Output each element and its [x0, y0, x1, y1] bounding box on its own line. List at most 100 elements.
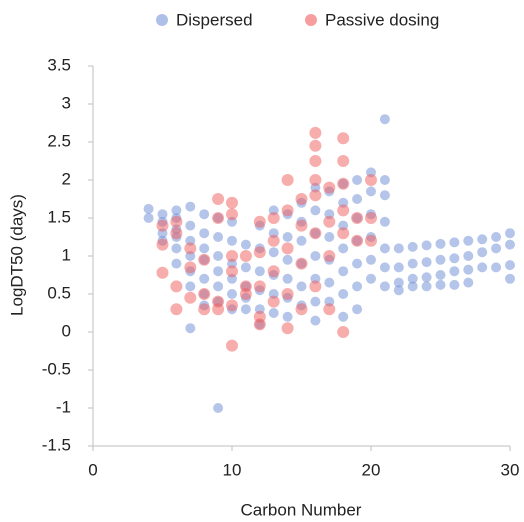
scatter-point [323, 303, 336, 316]
scatter-point [226, 339, 238, 352]
scatter-point [268, 247, 279, 258]
scatter-point [449, 253, 460, 264]
scatter-point [393, 243, 404, 254]
scatter-point [267, 212, 280, 224]
scatter-point [156, 238, 169, 251]
scatter-point [310, 315, 321, 326]
scatter-point [310, 205, 321, 216]
scatter-point [379, 243, 390, 254]
scatter-point [281, 288, 294, 300]
scatter-point [268, 308, 279, 318]
scatter-point [227, 235, 237, 246]
y-tick-label: -1 [56, 397, 71, 416]
scatter-point [213, 266, 224, 277]
scatter-point [309, 139, 322, 152]
scatter-point [463, 235, 474, 246]
scatter-point [505, 273, 515, 284]
scatter-point [184, 261, 197, 274]
scatter-point [281, 322, 294, 335]
scatter-point [366, 254, 376, 265]
scatter-point [296, 235, 307, 246]
scatter-point [477, 234, 488, 245]
scatter-point [198, 303, 211, 316]
y-tick-label: 1 [62, 245, 71, 264]
scatter-point [184, 242, 197, 255]
scatter-point [282, 254, 293, 265]
scatter-point [337, 155, 350, 167]
scatter-point [226, 265, 238, 278]
scatter-point [199, 273, 210, 284]
scatter-point [421, 257, 432, 268]
scatter-point [449, 237, 460, 248]
scatter-point [253, 215, 266, 228]
y-tick-label: 1.5 [47, 207, 71, 226]
scatter-point [477, 247, 488, 258]
scatter-point [281, 174, 294, 186]
scatter-point [157, 209, 168, 220]
scatter-point [491, 232, 502, 242]
y-tick-label: 3 [62, 93, 71, 112]
scatter-point [393, 285, 404, 296]
scatter-point [393, 277, 404, 288]
scatter-point [393, 262, 404, 273]
scatter-point [337, 204, 350, 217]
scatter-point [267, 265, 280, 278]
y-tick-label: -1.5 [42, 435, 71, 454]
scatter-point [143, 213, 154, 223]
scatter-point [212, 303, 225, 316]
scatter-point [309, 174, 322, 186]
scatter-point [351, 234, 364, 247]
scatter-point [365, 234, 377, 247]
x-tick-label: 0 [88, 460, 97, 479]
scatter-point [199, 243, 210, 254]
scatter-point [309, 227, 322, 240]
scatter-point [309, 280, 322, 293]
scatter-point [491, 243, 502, 254]
scatter-point [253, 318, 266, 331]
scatter-point [365, 174, 377, 186]
x-tick-label: 30 [501, 460, 520, 479]
scatter-point [156, 219, 169, 232]
scatter-point [226, 299, 238, 312]
scatter-point [295, 219, 308, 232]
y-tick-label: 0.5 [47, 283, 71, 302]
scatter-point [435, 238, 446, 249]
scatter-point [185, 323, 196, 334]
scatter-point [239, 288, 252, 300]
scatter-point [240, 262, 251, 273]
scatter-point [170, 227, 183, 240]
scatter-point [338, 289, 349, 299]
scatter-point [240, 239, 251, 250]
scatter-point [379, 281, 390, 292]
scatter-point [199, 209, 210, 220]
scatter-point [323, 215, 336, 228]
scatter-point [240, 304, 251, 315]
legend-marker [305, 14, 317, 26]
scatter-point [491, 262, 502, 273]
scatter-point [366, 186, 376, 197]
scatter-point [267, 295, 280, 308]
y-tick-label: 2.5 [47, 131, 71, 150]
scatter-point [379, 114, 390, 125]
scatter-point [282, 273, 293, 284]
legend-marker [156, 14, 168, 26]
scatter-point [213, 232, 224, 242]
scatter-point [449, 279, 460, 290]
x-axis-label: Carbon Number [241, 500, 362, 519]
scatter-point [407, 273, 418, 284]
scatter-point [170, 280, 183, 293]
scatter-point [213, 251, 224, 261]
scatter-point [421, 272, 432, 283]
scatter-point [338, 243, 349, 254]
scatter-point [310, 296, 321, 307]
scatter-point [226, 250, 238, 262]
scatter-point [198, 288, 211, 300]
scatter-point [281, 242, 294, 255]
scatter-point [323, 250, 336, 262]
scatter-point [337, 132, 350, 145]
scatter-point [421, 240, 432, 251]
scatter-point [309, 155, 322, 167]
scatter-point [170, 303, 183, 316]
scatter-point [435, 254, 446, 265]
